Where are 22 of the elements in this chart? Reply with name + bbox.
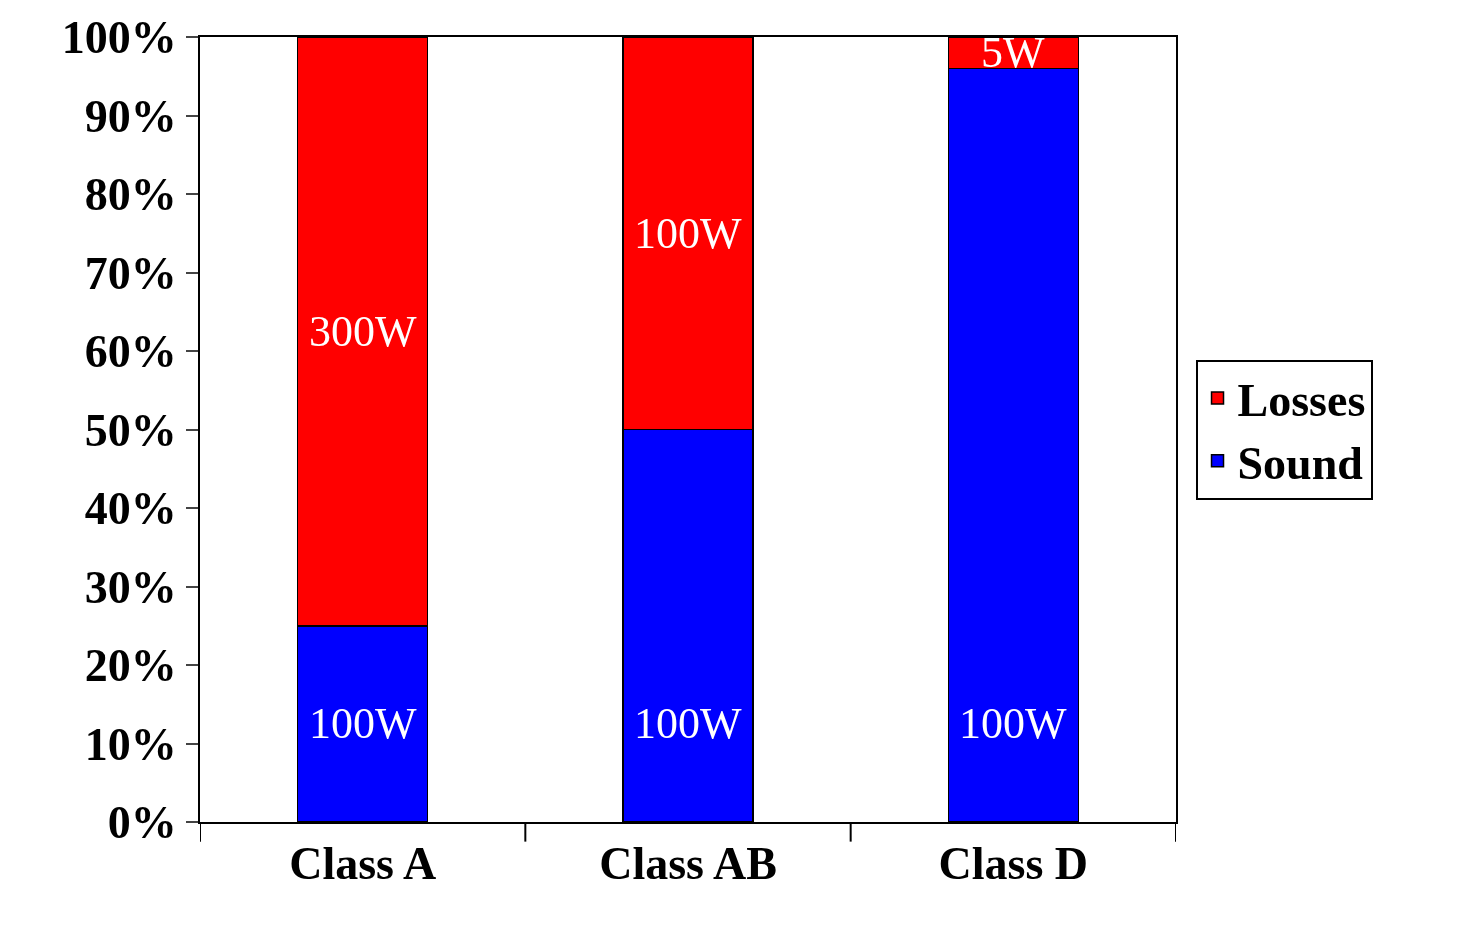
x-tick-label: Class A: [289, 838, 437, 890]
annotation: 100W: [959, 699, 1067, 748]
y-tick-label: 50%: [84, 404, 177, 456]
y-tick-label: 30%: [84, 561, 177, 613]
y-tick-label: 90%: [84, 90, 177, 142]
y-tick-label: 80%: [84, 169, 177, 221]
annotation: 300W: [309, 307, 417, 356]
annotation: 100W: [634, 699, 742, 748]
y-tick-label: 0%: [107, 797, 177, 849]
legend-label: Losses: [1237, 374, 1366, 426]
y-tick-label: 40%: [84, 483, 177, 535]
x-tick-label: Class D: [938, 838, 1089, 890]
x-tick-label: Class AB: [599, 838, 777, 890]
annotation: 5W: [981, 28, 1045, 77]
y-tick-label: 70%: [84, 247, 177, 299]
annotation: 100W: [309, 699, 417, 748]
legend-label: Sound: [1237, 437, 1364, 489]
y-tick-label: 10%: [84, 718, 177, 770]
y-tick-label: 60%: [84, 326, 177, 378]
y-tick-label: 100%: [61, 12, 177, 64]
y-tick-label: 20%: [84, 640, 177, 692]
annotation: 100W: [634, 209, 742, 258]
